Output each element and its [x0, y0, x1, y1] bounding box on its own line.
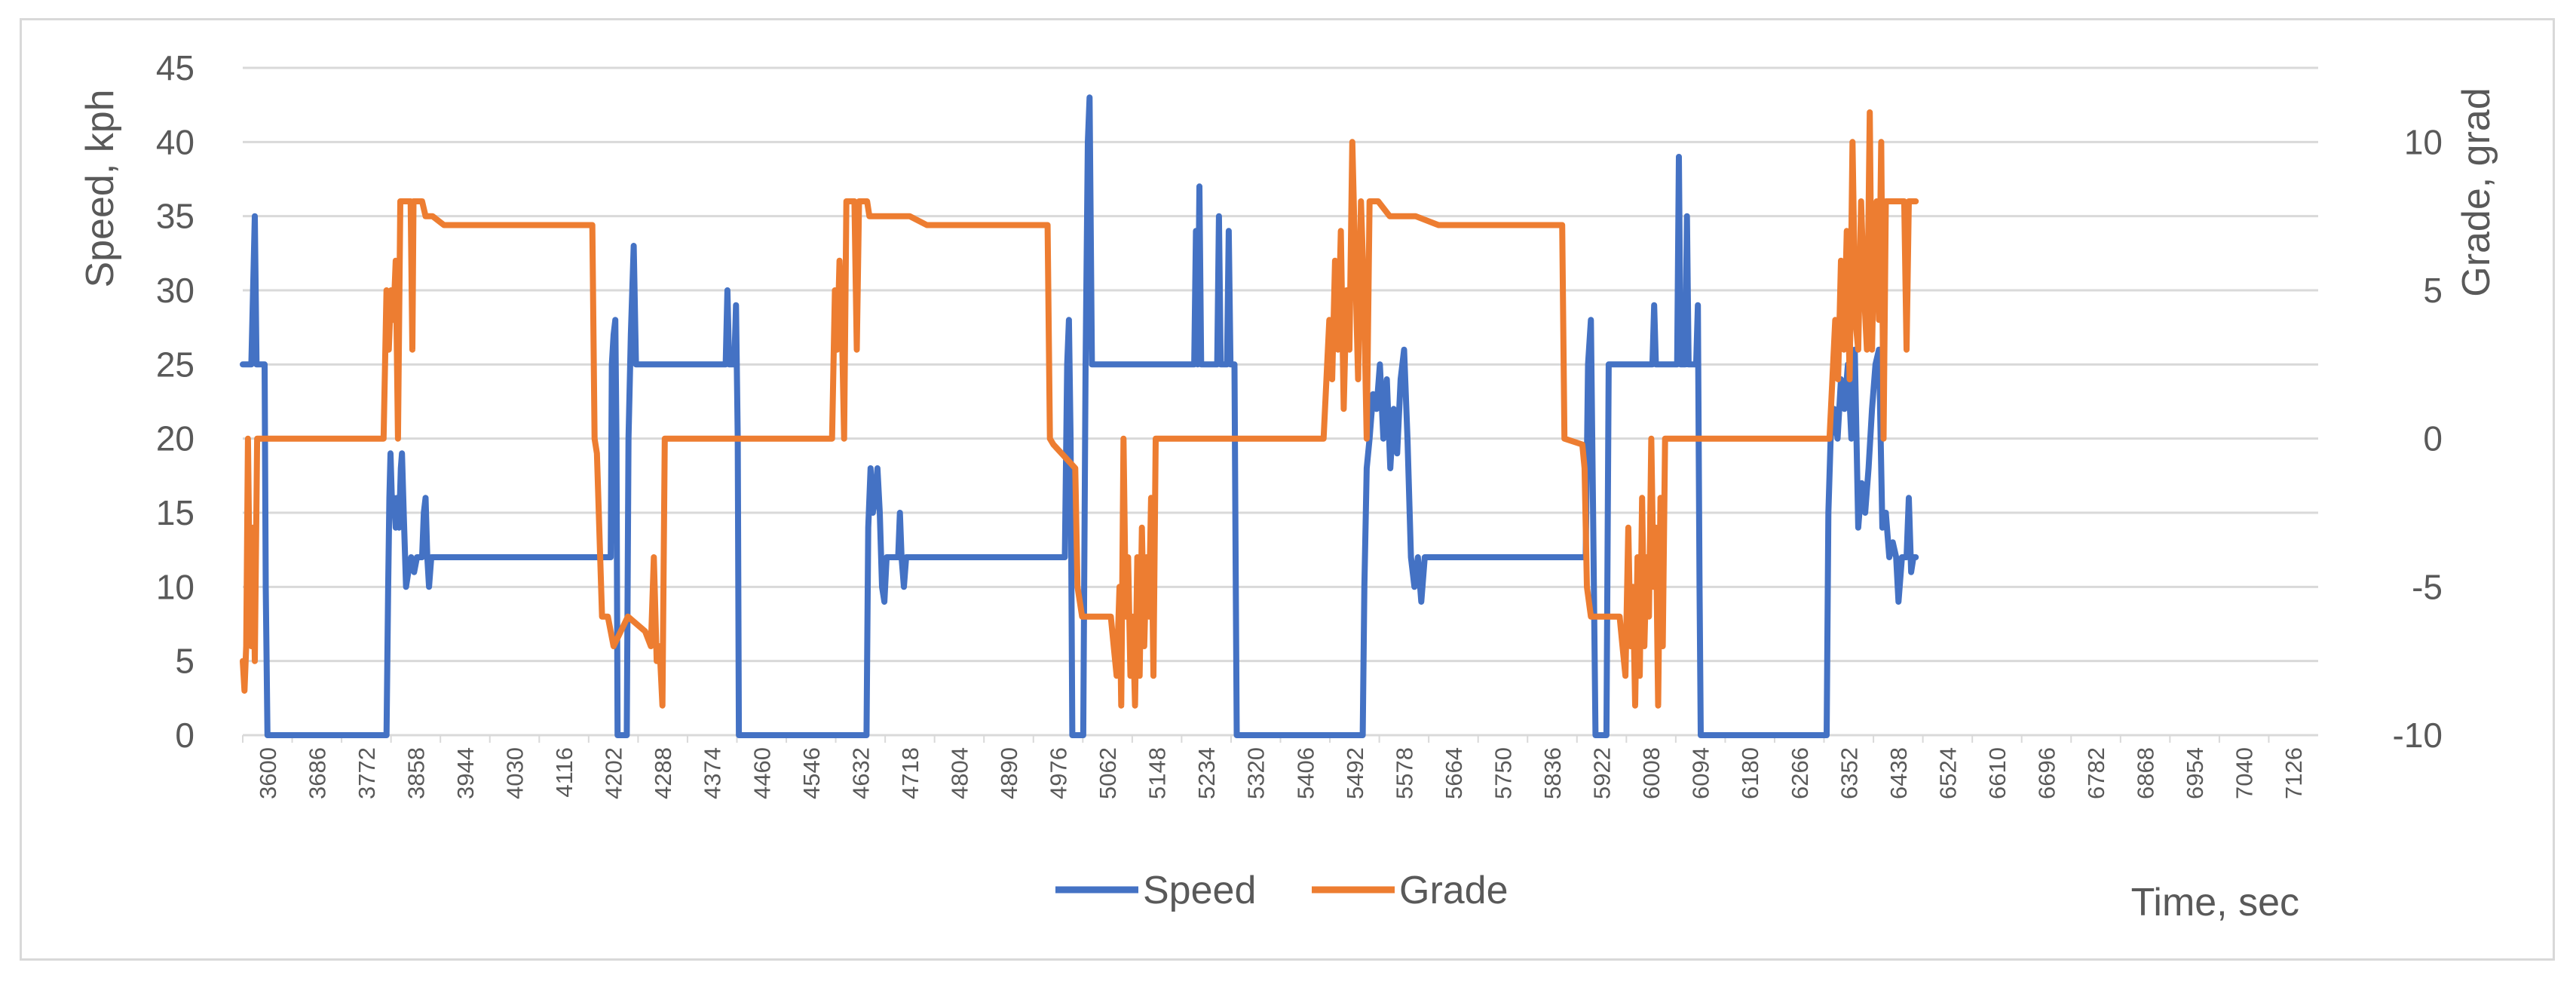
x-tick-label: 4202: [601, 747, 627, 799]
y-left-tick-label: 25: [156, 345, 195, 384]
x-tick-label: 6352: [1836, 747, 1862, 799]
gridlines: [243, 66, 2318, 737]
y-right-tick-label: -10: [2393, 716, 2443, 755]
x-tick-label: 6524: [1934, 747, 1961, 799]
x-tick-label: 6094: [1688, 747, 1714, 799]
x-tick-label: 5062: [1095, 747, 1121, 799]
y-left-tick-label: 40: [156, 122, 195, 161]
x-tick-label: 5148: [1144, 747, 1171, 799]
x-tick-label: 5492: [1342, 747, 1368, 799]
x-tick-label: 4374: [700, 747, 726, 799]
x-tick-label: 6696: [2033, 747, 2060, 799]
x-tick-label: 4030: [502, 747, 528, 799]
x-axis-ticks: 3600 3686 3772 3858 3944 4030 4116 4202 4288 4374…: [242, 734, 2318, 799]
x-tick-label: 6954: [2182, 747, 2208, 799]
y-axis-right-ticks: -10 -5 0 5 10: [2393, 122, 2443, 755]
x-tick-label: 4976: [1046, 747, 1072, 799]
x-tick-label: 6868: [2133, 747, 2159, 799]
x-tick-label: 4632: [847, 747, 874, 799]
x-tick-label: 5578: [1391, 747, 1417, 799]
y-left-tick-label: 45: [156, 48, 195, 87]
x-tick-label: 5922: [1589, 747, 1616, 799]
series-lines: [240, 94, 1919, 738]
x-tick-label: 5320: [1243, 747, 1270, 799]
x-tick-label: 4718: [897, 747, 924, 799]
x-tick-label: 5664: [1441, 747, 1467, 799]
x-tick-label: 3858: [403, 747, 429, 799]
y-left-tick-label: 5: [175, 642, 195, 681]
y-axis-left-ticks: 0 5 10 15 20 25 30 35 40 45: [156, 48, 195, 755]
x-tick-label: 4546: [798, 747, 825, 799]
legend-label-grade: Grade: [1399, 869, 1509, 912]
x-tick-label: 7126: [2280, 747, 2307, 799]
series-line-speed: [240, 94, 1919, 738]
x-tick-label: 6782: [2083, 747, 2109, 799]
chart-frame: [20, 18, 2555, 961]
y-right-tick-label: 0: [2423, 419, 2443, 458]
x-tick-label: 5750: [1490, 747, 1516, 799]
legend-label-speed: Speed: [1143, 869, 1256, 912]
x-tick-label: 5406: [1292, 747, 1319, 799]
x-tick-label: 6438: [1885, 747, 1912, 799]
y-left-tick-label: 30: [156, 271, 195, 310]
y-left-tick-label: 15: [156, 493, 195, 532]
x-tick-label: 4288: [650, 747, 676, 799]
x-tick-label: 4116: [551, 747, 577, 798]
series-line-grade: [240, 109, 1919, 709]
x-axis-title: Time, sec: [2131, 881, 2299, 924]
x-tick-label: 6266: [1787, 747, 1813, 799]
x-tick-label: 6008: [1638, 747, 1665, 799]
legend: Speed Grade: [1055, 869, 1509, 912]
x-tick-label: 3772: [354, 747, 380, 799]
x-tick-label: 6180: [1737, 747, 1763, 799]
x-tick-label: 3944: [452, 747, 479, 799]
x-tick-label: 3686: [304, 747, 330, 799]
x-tick-label: 4460: [749, 747, 775, 799]
y-left-tick-label: 10: [156, 567, 195, 606]
y-right-tick-label: -5: [2412, 567, 2443, 606]
y-left-tick-label: 0: [175, 716, 195, 755]
x-tick-label: 6610: [1984, 747, 2011, 799]
x-tick-label: 5836: [1539, 747, 1566, 799]
y-right-tick-label: 5: [2423, 271, 2443, 310]
y-axis-left-title: Speed, kph: [78, 89, 122, 287]
x-tick-label: 4890: [996, 747, 1022, 799]
x-tick-label: 5234: [1193, 747, 1220, 799]
y-left-tick-label: 20: [156, 419, 195, 458]
y-right-tick-label: 10: [2404, 122, 2443, 161]
x-tick-label: 3600: [255, 747, 281, 799]
y-left-tick-label: 35: [156, 197, 195, 236]
x-tick-label: 7040: [2231, 747, 2258, 799]
x-tick-label: 4804: [946, 747, 973, 799]
y-axis-right-title: Grade, grad: [2455, 87, 2498, 297]
